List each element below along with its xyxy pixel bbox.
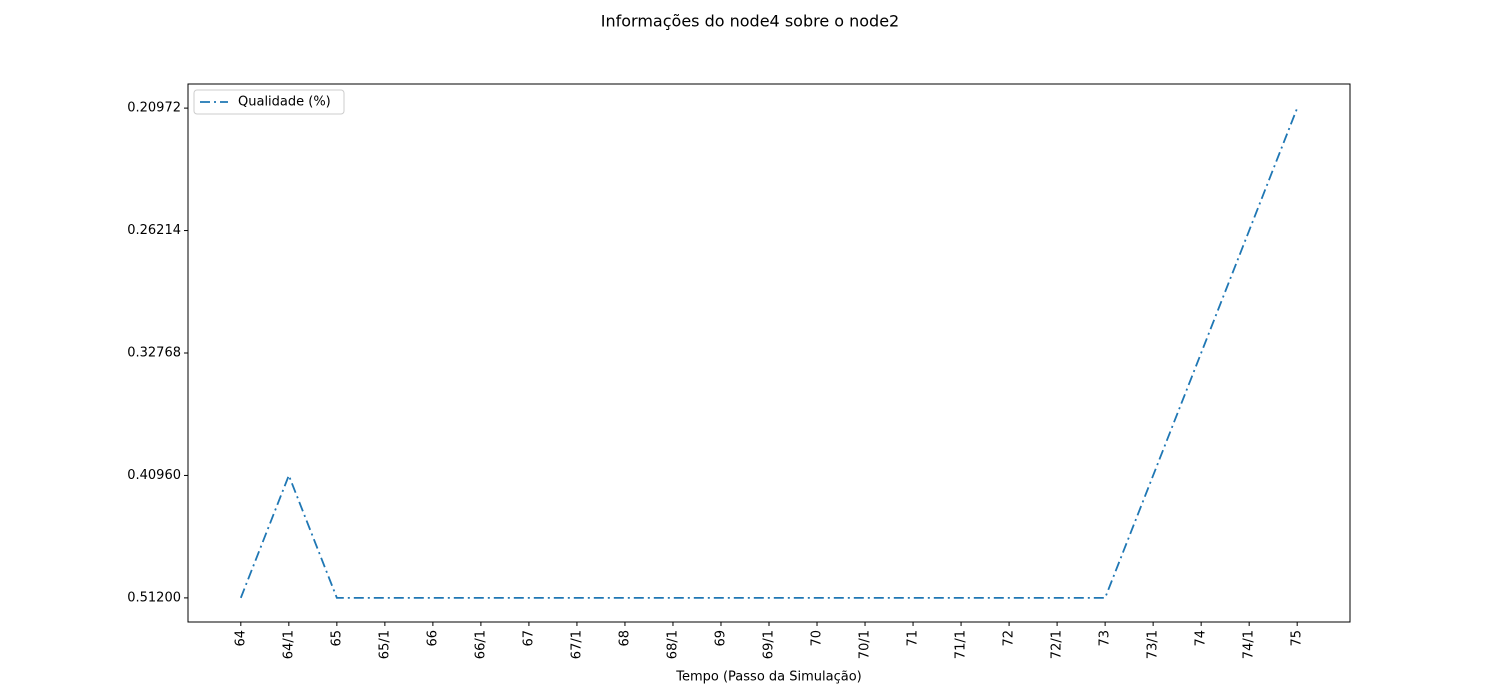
x-tick-label: 71 bbox=[906, 630, 921, 647]
y-tick-label: 0.26214 bbox=[127, 223, 181, 238]
y-tick-label: 0.51200 bbox=[127, 590, 181, 605]
data-line bbox=[239, 107, 1299, 599]
x-tick-label: 72 bbox=[1002, 630, 1017, 647]
x-tick-label: 68/1 bbox=[665, 630, 680, 659]
legend: Qualidade (%) bbox=[193, 89, 345, 115]
x-tick-label: 73/1 bbox=[1146, 630, 1161, 659]
x-tick-label: 70/1 bbox=[858, 630, 873, 659]
x-tick-label: 73 bbox=[1098, 630, 1113, 647]
x-tick-label: 64/1 bbox=[281, 630, 296, 659]
x-tick-label: 69 bbox=[713, 630, 728, 647]
x-tick-label: 71/1 bbox=[954, 630, 969, 659]
x-tick-label: 72/1 bbox=[1050, 630, 1065, 659]
x-tick-label: 68 bbox=[617, 630, 632, 647]
legend-box bbox=[193, 89, 345, 115]
x-tick-label: 65 bbox=[329, 630, 344, 647]
x-tick-label: 66/1 bbox=[473, 630, 488, 659]
chart-title: Informações do node4 sobre o node2 bbox=[601, 12, 899, 31]
x-tick-label: 75 bbox=[1290, 630, 1305, 647]
x-tick-label: 74/1 bbox=[1242, 630, 1257, 659]
plot-frame bbox=[187, 83, 1351, 623]
legend-label: Qualidade (%) bbox=[238, 95, 331, 110]
x-tick-label: 70 bbox=[810, 630, 825, 647]
x-tick-label: 66 bbox=[425, 630, 440, 647]
x-tick-label: 64 bbox=[233, 630, 248, 647]
y-tick-label: 0.32768 bbox=[127, 345, 181, 360]
x-tick-label: 65/1 bbox=[377, 630, 392, 659]
x-tick-label: 67/1 bbox=[569, 630, 584, 659]
y-tick-label: 0.20972 bbox=[127, 101, 181, 116]
y-tick-label: 0.40960 bbox=[127, 468, 181, 483]
x-axis-label: Tempo (Passo da Simulação) bbox=[675, 670, 862, 685]
x-tick-label: 67 bbox=[521, 630, 536, 647]
x-tick-label: 69/1 bbox=[762, 630, 777, 659]
x-tick-label: 74 bbox=[1194, 630, 1209, 647]
